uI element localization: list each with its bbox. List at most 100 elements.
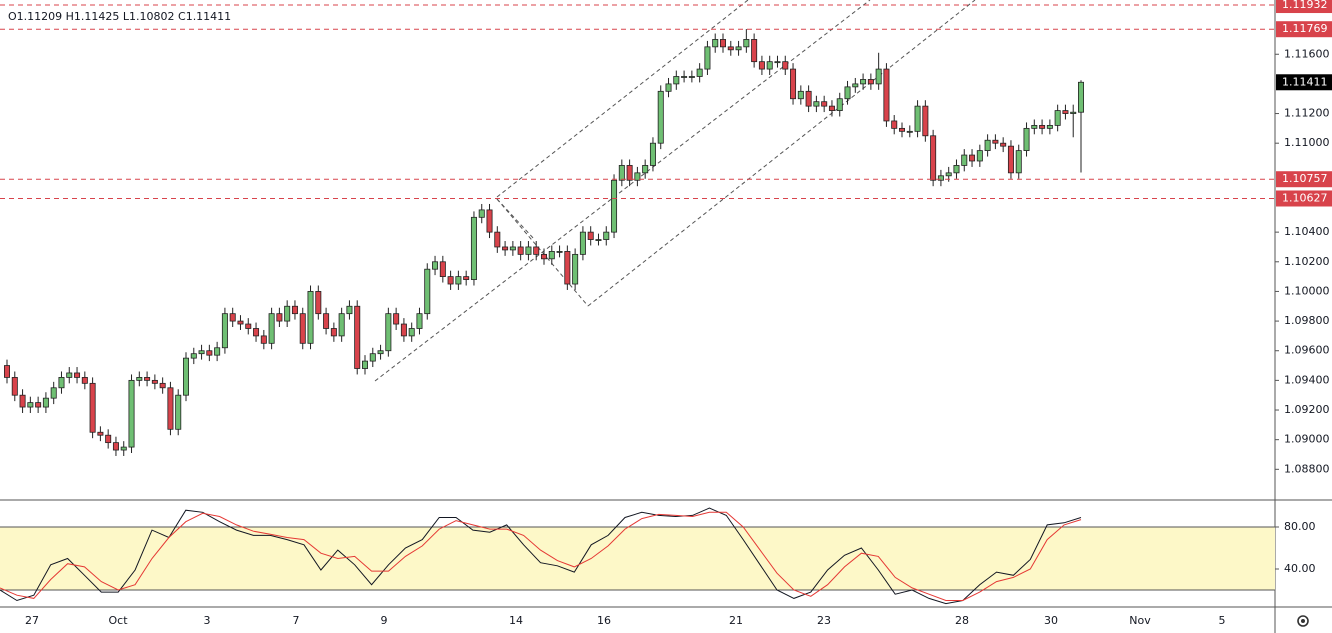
candle-body xyxy=(937,175,944,181)
candle-body xyxy=(844,86,851,100)
candle-body xyxy=(276,313,283,322)
candle-body xyxy=(494,231,501,248)
candle-body xyxy=(385,313,392,352)
x-tick-label: 23 xyxy=(817,614,831,627)
candle-body xyxy=(657,90,664,144)
x-tick-label: 5 xyxy=(1219,614,1226,627)
level-label: 1.10627 xyxy=(1282,191,1328,204)
candle-body xyxy=(432,261,439,270)
candle-body xyxy=(19,394,26,408)
candle-body xyxy=(961,154,968,166)
candle-body xyxy=(470,216,477,280)
candle-body xyxy=(214,347,221,356)
candle-body xyxy=(120,446,127,451)
candle-body xyxy=(393,313,400,325)
gear-hub[interactable] xyxy=(1301,619,1305,623)
x-tick-label: 7 xyxy=(293,614,300,627)
candle-body xyxy=(883,68,890,122)
candle-body xyxy=(221,313,228,349)
level-label: 1.10757 xyxy=(1282,172,1328,185)
candle-body xyxy=(766,61,773,70)
candle-body xyxy=(307,291,314,344)
candle-body xyxy=(253,328,260,337)
candle-body xyxy=(42,397,49,408)
candle-body xyxy=(704,46,711,70)
candle-body xyxy=(875,68,882,85)
y-tick-label: 1.11600 xyxy=(1284,47,1330,60)
candle-body xyxy=(416,313,423,329)
candle-body xyxy=(198,350,205,355)
x-tick-label: 27 xyxy=(25,614,39,627)
candle-body xyxy=(642,165,649,174)
candle-body xyxy=(1070,111,1077,114)
candle-body xyxy=(688,76,695,78)
settings-icon[interactable] xyxy=(1297,615,1309,627)
level-label: 1.11932 xyxy=(1282,0,1328,11)
candle-body xyxy=(914,105,921,132)
candle-body xyxy=(502,246,509,251)
x-tick-label: 16 xyxy=(597,614,611,627)
candle-body xyxy=(782,61,789,70)
candle-body xyxy=(525,246,532,255)
candle-body xyxy=(712,39,719,48)
candle-body xyxy=(611,179,618,233)
candle-body xyxy=(1007,145,1014,174)
last-price-label: 1.11411 xyxy=(1282,75,1328,88)
candle-body xyxy=(268,313,275,344)
candle-body xyxy=(323,313,330,329)
candle-body xyxy=(572,253,579,285)
candle-body xyxy=(953,165,960,174)
candle-body xyxy=(439,261,446,278)
candle-body xyxy=(478,209,485,218)
y-tick-label: 1.10000 xyxy=(1284,284,1330,297)
candle-body xyxy=(1000,142,1007,147)
candle-body xyxy=(1031,125,1038,129)
y-tick-label: 1.09400 xyxy=(1284,373,1330,386)
candle-body xyxy=(159,382,166,389)
candle-body xyxy=(369,353,376,362)
level-label: 1.11769 xyxy=(1282,22,1328,35)
candle-body xyxy=(774,61,781,64)
candle-body xyxy=(626,165,633,181)
candle-body xyxy=(447,276,454,285)
candle-body xyxy=(976,150,983,162)
candle-body xyxy=(891,120,898,129)
channel-line xyxy=(587,0,976,307)
candle-body xyxy=(299,313,306,344)
candle-body xyxy=(354,305,361,369)
candle-body xyxy=(89,382,96,433)
candle-body xyxy=(377,350,384,355)
candle-body xyxy=(229,313,236,322)
candle-body xyxy=(346,305,353,315)
ohlc-header: O1.11209 H1.11425 L1.10802 C1.11411 xyxy=(8,10,231,23)
candle-body xyxy=(105,434,112,444)
candle-body xyxy=(821,101,828,107)
candle-body xyxy=(112,442,119,451)
x-tick-label: 28 xyxy=(955,614,969,627)
candle-body xyxy=(603,231,610,240)
candle-body xyxy=(167,387,174,430)
candle-body xyxy=(1046,125,1053,129)
y-tick-label: 40.00 xyxy=(1284,562,1316,575)
candle-body xyxy=(805,90,812,107)
candle-body xyxy=(790,68,797,100)
level-label-box xyxy=(1276,190,1332,207)
candle-body xyxy=(852,83,859,88)
candle-body xyxy=(74,372,81,378)
candle-body xyxy=(175,394,182,430)
candle-body xyxy=(128,379,135,448)
gear[interactable] xyxy=(1297,615,1309,627)
candle-body xyxy=(579,231,586,255)
candle-body xyxy=(408,328,415,337)
candle-body xyxy=(945,172,952,177)
candle-body xyxy=(361,360,368,369)
candle-body xyxy=(696,68,703,77)
candle-body xyxy=(860,79,867,85)
candle-body xyxy=(1054,110,1061,126)
y-tick-label: 1.11000 xyxy=(1284,136,1330,149)
candle-body xyxy=(922,105,929,137)
candle-body xyxy=(11,377,18,396)
candle-body xyxy=(836,98,843,111)
candle-body xyxy=(463,276,470,280)
candle-body xyxy=(66,372,73,378)
